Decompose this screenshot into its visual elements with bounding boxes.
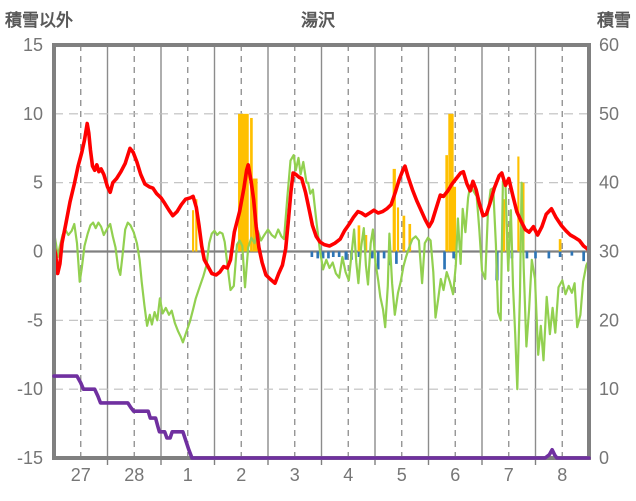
blue-bars-bar: [316, 251, 320, 259]
right-tick-label: 40: [599, 173, 619, 193]
x-tick-label: 2: [236, 465, 246, 485]
x-tick-label: 8: [557, 465, 567, 485]
right-tick-label: 0: [599, 448, 609, 468]
red-line: [52, 121, 591, 286]
blue-bars-bar: [582, 251, 585, 262]
orange-bars-bar: [396, 207, 400, 252]
left-tick-label: -5: [27, 310, 43, 330]
blue-bars-bar: [370, 251, 374, 259]
left-axis-tick-labels: 15 10 5 0 -5 -10 -15: [17, 35, 43, 468]
blue-bars-bar: [337, 251, 341, 258]
x-tick-label: 6: [450, 465, 460, 485]
green-line: [52, 154, 591, 391]
x-tick-label: 3: [290, 465, 300, 485]
blue-bars-bar: [547, 251, 551, 259]
left-tick-label: 15: [23, 35, 43, 55]
orange-bars-bar: [402, 215, 406, 252]
right-axis-tick-labels: 60 50 40 30 20 10 0: [599, 35, 619, 468]
x-tick-label: 1: [183, 465, 193, 485]
blue-bars-bar: [452, 251, 455, 259]
x-tick-label: 28: [124, 465, 144, 485]
blue-bars-bar: [525, 251, 529, 259]
blue-bars-bar: [357, 251, 361, 258]
x-tick-label: 4: [343, 465, 353, 485]
blue-bars-bar: [327, 251, 330, 259]
blue-bars-bar: [395, 251, 398, 264]
left-tick-label: 0: [33, 242, 43, 262]
chart-title: 湯沢: [301, 11, 335, 30]
blue-bars-bar: [310, 251, 314, 258]
right-tick-label: 60: [599, 35, 619, 55]
left-tick-label: 5: [33, 173, 43, 193]
right-tick-label: 30: [599, 242, 619, 262]
orange-bars-bar: [558, 239, 562, 252]
orange-bars-bar: [195, 199, 198, 252]
blue-bars-bar: [558, 251, 562, 258]
purple-snow-depth-line-series: [52, 374, 591, 460]
right-tick-label: 20: [599, 310, 619, 330]
orange-bars-bar: [445, 155, 449, 252]
green-line-series: [52, 154, 591, 391]
x-tick-label: 7: [504, 465, 514, 485]
blue-bars-bar: [534, 251, 537, 259]
orange-bars-bar: [501, 199, 506, 252]
x-axis-tick-labels: 27 28 1 2 3 4 5 6 7 8: [71, 465, 568, 485]
orange-bars-bar: [357, 225, 361, 252]
orange-bars-bar: [517, 156, 520, 252]
left-tick-label: -10: [17, 379, 43, 399]
blue-bars-bar: [344, 251, 348, 260]
right-axis-title: 積雪: [597, 11, 631, 30]
orange-bars-bar: [192, 210, 195, 252]
left-axis-title: 積雪以外: [5, 11, 73, 30]
orange-bars-bar: [364, 234, 368, 252]
left-tick-label: -15: [17, 448, 43, 468]
left-tick-label: 10: [23, 104, 43, 124]
orange-bars-bar: [408, 223, 412, 252]
blue-bars-bar: [570, 251, 574, 256]
blue-bars-bar: [321, 251, 325, 259]
x-tick-label: 27: [71, 465, 91, 485]
orange-bars-bar: [453, 186, 457, 252]
blue-bars-bar: [443, 251, 446, 270]
blue-bars-bar: [382, 251, 386, 259]
purple-snow-depth-line: [52, 374, 591, 460]
blue-bars-bar: [376, 251, 380, 270]
blue-bars-bar: [331, 251, 335, 258]
right-tick-label: 10: [599, 379, 619, 399]
right-tick-label: 50: [599, 104, 619, 124]
x-tick-label: 5: [397, 465, 407, 485]
red-line-series: [52, 121, 591, 286]
orange-bars-bar: [392, 168, 396, 252]
